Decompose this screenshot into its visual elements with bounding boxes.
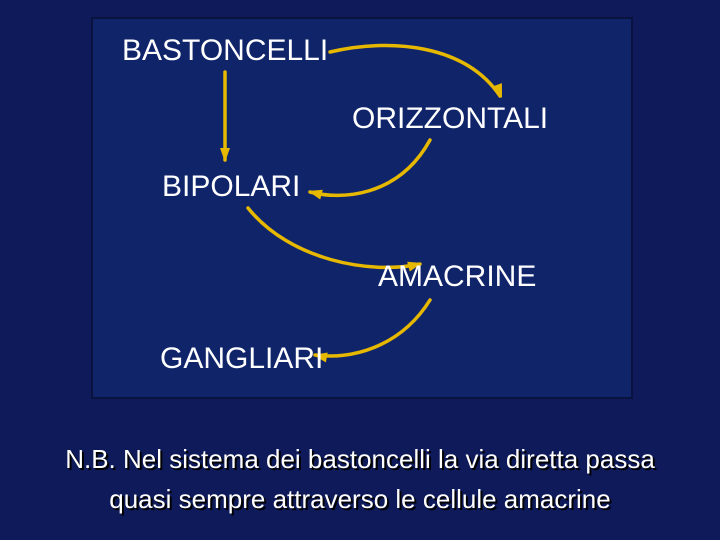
footer-line-2: quasi sempre attraverso le cellule amacr… — [0, 484, 720, 515]
slide-stage: BASTONCELLI ORIZZONTALI BIPOLARI AMACRIN… — [0, 0, 720, 540]
arrowhead-bastoncelli_to_orizzontali — [493, 83, 502, 98]
content-box — [92, 18, 632, 398]
arrowhead-bastoncelli_to_bipolari — [220, 148, 230, 162]
footer-line-1: N.B. Nel sistema dei bastoncelli la via … — [0, 444, 720, 475]
label-orizzontali: ORIZZONTALI — [352, 102, 548, 136]
arrow-orizzontali_to_bipolari — [310, 140, 430, 195]
arrow-bipolari_to_amacrine — [248, 208, 420, 267]
label-bastoncelli: BASTONCELLI — [122, 34, 328, 68]
arrow-amacrine_to_gangliari — [315, 300, 430, 356]
arrowhead-orizzontali_to_bipolari — [308, 190, 323, 200]
label-gangliari: GANGLIARI — [160, 342, 323, 376]
label-bipolari: BIPOLARI — [162, 170, 300, 204]
label-amacrine: AMACRINE — [378, 260, 536, 294]
arrow-bastoncelli_to_orizzontali — [330, 45, 500, 96]
